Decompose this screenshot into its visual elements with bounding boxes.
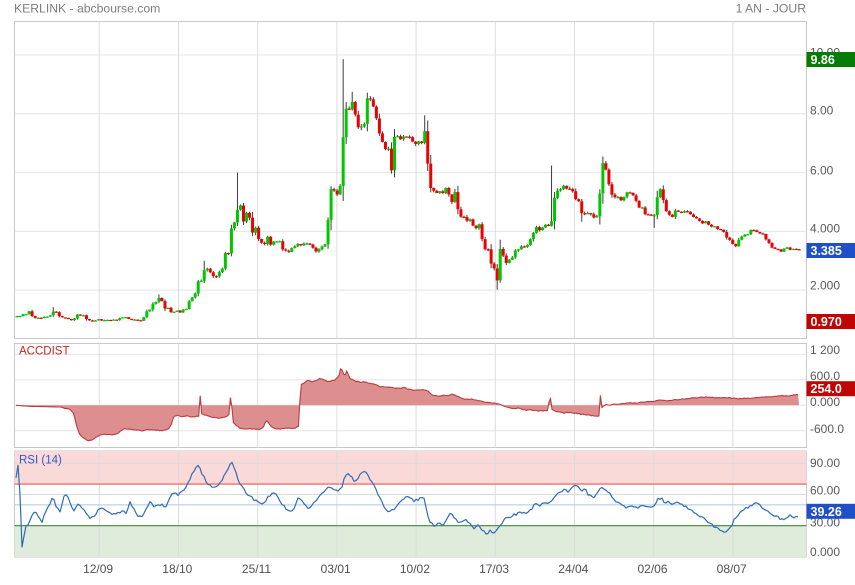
svg-text:12/09: 12/09 (83, 562, 113, 576)
svg-text:4.000: 4.000 (810, 221, 840, 235)
svg-text:90.00: 90.00 (810, 456, 840, 470)
svg-text:18/10: 18/10 (162, 562, 192, 576)
svg-text:60.00: 60.00 (810, 484, 840, 498)
svg-text:39.26: 39.26 (811, 505, 842, 519)
svg-text:08/07: 08/07 (717, 562, 747, 576)
svg-text:254.0: 254.0 (811, 382, 842, 396)
svg-text:-600.0: -600.0 (810, 422, 844, 436)
svg-text:RSI (14): RSI (14) (19, 454, 62, 466)
svg-text:10/02: 10/02 (400, 562, 430, 576)
svg-text:6.00: 6.00 (810, 163, 834, 177)
svg-text:24/04: 24/04 (558, 562, 588, 576)
svg-text:600.0: 600.0 (810, 369, 840, 383)
svg-text:9.86: 9.86 (811, 53, 835, 67)
svg-text:17/03: 17/03 (479, 562, 509, 576)
svg-text:25/11: 25/11 (242, 562, 271, 576)
svg-text:1 200: 1 200 (810, 343, 840, 357)
svg-text:KERLINK - abcbourse.com: KERLINK - abcbourse.com (14, 2, 160, 16)
svg-text:0.970: 0.970 (811, 315, 842, 329)
svg-text:02/06: 02/06 (637, 562, 667, 576)
svg-text:1 AN - JOUR: 1 AN - JOUR (736, 2, 807, 16)
svg-text:0.000: 0.000 (810, 395, 840, 409)
svg-text:3.385: 3.385 (811, 244, 842, 258)
svg-text:ACCDIST: ACCDIST (19, 345, 69, 357)
svg-text:0.000: 0.000 (810, 545, 840, 559)
svg-text:03/01: 03/01 (321, 562, 351, 576)
svg-text:2.000: 2.000 (810, 278, 840, 292)
svg-text:8.00: 8.00 (810, 103, 834, 117)
